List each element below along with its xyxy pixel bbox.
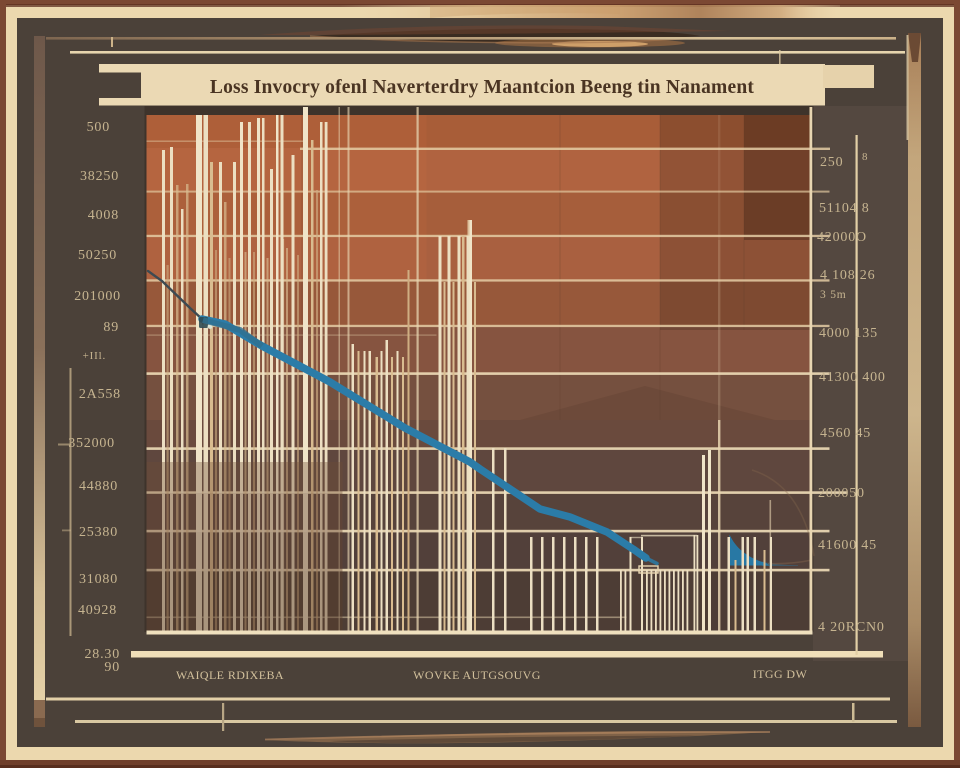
svg-text:ITGG DW: ITGG DW — [753, 667, 808, 681]
svg-text:50250: 50250 — [78, 248, 117, 263]
svg-text:500: 500 — [87, 120, 110, 135]
svg-text:8: 8 — [862, 151, 868, 163]
svg-text:51104 8: 51104 8 — [819, 201, 870, 216]
svg-text:41300 400: 41300 400 — [819, 370, 886, 385]
svg-text:89: 89 — [103, 320, 119, 335]
svg-text:41600 45: 41600 45 — [818, 538, 877, 553]
svg-text:WAIQLE RDIXEBA: WAIQLE RDIXEBA — [176, 668, 284, 682]
svg-text:38250: 38250 — [80, 169, 119, 184]
svg-text:Loss Invocry ofenl Naverterdry: Loss Invocry ofenl Naverterdry Maantcion… — [210, 77, 755, 98]
svg-text:+IIl.: +IIl. — [83, 350, 106, 362]
svg-text:352000: 352000 — [68, 436, 115, 451]
svg-text:28.30: 28.30 — [85, 647, 121, 662]
svg-text:44880: 44880 — [79, 479, 118, 494]
svg-text:200050: 200050 — [818, 486, 865, 501]
svg-text:201000: 201000 — [74, 289, 121, 304]
svg-text:42000O: 42000O — [817, 230, 867, 245]
svg-text:31080: 31080 — [79, 572, 118, 587]
svg-text:4008: 4008 — [88, 208, 119, 223]
svg-text:25380: 25380 — [79, 525, 118, 540]
svg-text:3 5m: 3 5m — [820, 289, 847, 301]
svg-text:90: 90 — [104, 660, 120, 675]
svg-text:40928: 40928 — [78, 603, 117, 618]
svg-text:250: 250 — [820, 155, 843, 170]
svg-text:4560 45: 4560 45 — [820, 426, 871, 441]
svg-text:2A558: 2A558 — [79, 387, 121, 402]
svg-text:4 20RCN0: 4 20RCN0 — [818, 620, 885, 635]
svg-text:WOVKE AUTGSOUVG: WOVKE AUTGSOUVG — [413, 668, 541, 682]
svg-text:4 108 26: 4 108 26 — [820, 268, 875, 283]
svg-text:4000 135: 4000 135 — [819, 326, 878, 341]
